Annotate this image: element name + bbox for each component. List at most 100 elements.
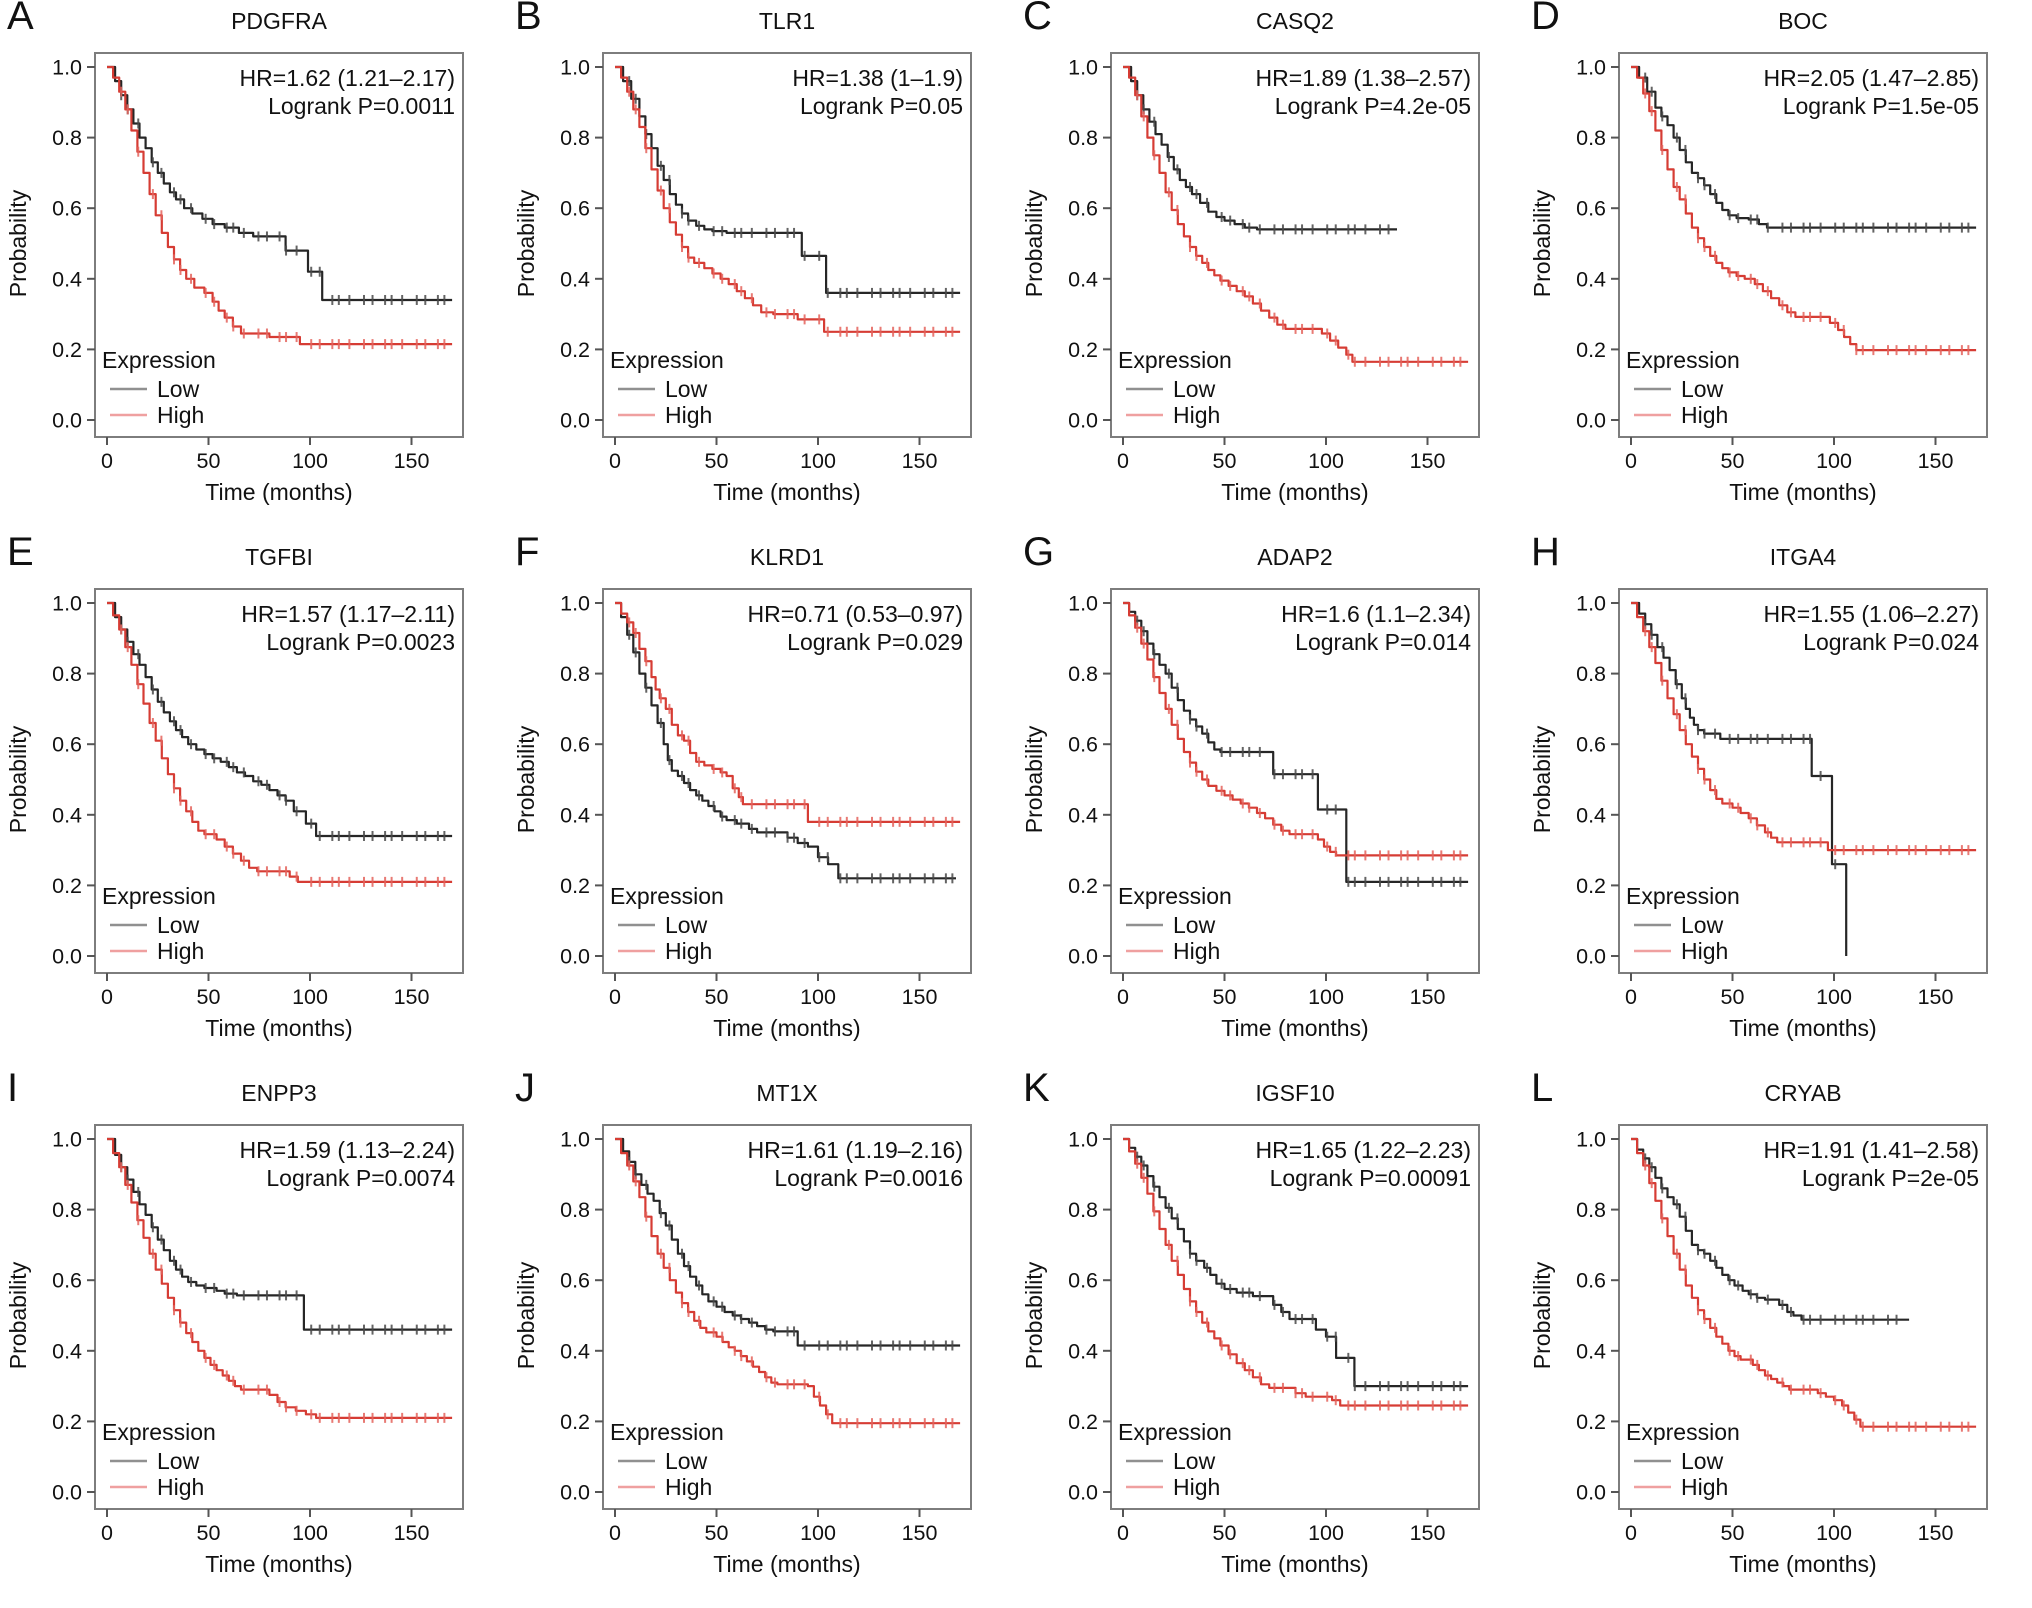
legend-label-low: Low: [1173, 376, 1216, 402]
plot-frame: [94, 1124, 464, 1510]
panel-letter: B: [515, 0, 542, 38]
y-tick-label: 1.0: [52, 56, 82, 80]
km-plot-svg: 0.0 0.2 0.4 0.6 0.8 1.0 0 50 100 150 Probability Ti…: [513, 52, 972, 505]
stats-annotation: HR=1.6 (1.1–2.34) Logrank P=0.014: [1281, 600, 1471, 656]
high-curve: [1123, 601, 1469, 857]
y-axis-title: Probability: [513, 189, 539, 297]
y-tick-label: 0.2: [1576, 1410, 1606, 1434]
x-tick-label: 150: [1918, 985, 1954, 1009]
y-tick-label: 0.2: [560, 874, 590, 898]
y-tick-label: 0.0: [560, 1481, 590, 1505]
gene-title: MT1X: [756, 1080, 818, 1106]
x-tick-label: 150: [394, 1521, 430, 1545]
panel-letter: E: [7, 530, 34, 574]
y-axis-title: Probability: [1021, 189, 1047, 297]
legend-label-high: High: [1173, 402, 1220, 428]
km-panel-igsf10: 0.0 0.2 0.4 0.6 0.8 1.0 0 50 100 150 Probability Ti…: [1016, 1066, 1524, 1608]
legend-label-low: Low: [1681, 1448, 1724, 1474]
x-tick-label: 50: [705, 985, 729, 1009]
x-tick-label: 100: [292, 1521, 328, 1545]
y-tick-label: 0.4: [52, 267, 82, 291]
hr-text: HR=1.55 (1.06–2.27): [1763, 601, 1979, 627]
hr-text: HR=1.59 (1.13–2.24): [239, 1137, 455, 1163]
y-tick-label: 0.4: [1068, 267, 1098, 291]
y-tick-label: 0.6: [52, 1269, 82, 1293]
y-tick-label: 0.6: [1068, 1269, 1098, 1293]
logrank-text: Logrank P=4.2e-05: [1274, 93, 1471, 119]
low-curve: [615, 1137, 961, 1347]
km-plot-svg: 0.0 0.2 0.4 0.6 0.8 1.0 0 50 100 150 Probability Ti…: [1021, 1124, 1480, 1577]
legend-label-high: High: [665, 938, 712, 964]
km-plot-svg: 0.0 0.2 0.4 0.6 0.8 1.0 0 50 100 150 Probability Ti…: [5, 1124, 464, 1577]
legend-title: Expression: [610, 1419, 724, 1445]
y-tick-label: 1.0: [560, 56, 590, 80]
y-tick-label: 1.0: [1068, 56, 1098, 80]
high-curve: [1631, 1137, 1977, 1428]
panel-letter: A: [7, 0, 34, 38]
legend-label-high: High: [1681, 938, 1728, 964]
y-axis-title: Probability: [1529, 1261, 1555, 1369]
legend-title: Expression: [1118, 883, 1232, 909]
x-tick-label: 150: [1918, 1521, 1954, 1545]
x-tick-label: 100: [1816, 985, 1852, 1009]
x-tick-label: 50: [1721, 1521, 1745, 1545]
y-tick-label: 0.6: [1068, 197, 1098, 221]
legend-label-high: High: [665, 402, 712, 428]
x-axis-title: Time (months): [1729, 479, 1876, 505]
panel-letter: I: [7, 1066, 19, 1110]
x-tick-label: 0: [101, 449, 113, 473]
x-tick-label: 0: [1117, 449, 1129, 473]
y-tick-label: 0.4: [560, 1339, 590, 1363]
km-panel-pdgfra: 0.0 0.2 0.4 0.6 0.8 1.0 0 50 100 150 Probability Ti…: [0, 0, 508, 536]
stats-annotation: HR=0.71 (0.53–0.97) Logrank P=0.029: [748, 600, 963, 656]
gene-title: CRYAB: [1764, 1080, 1842, 1106]
y-tick-label: 0.2: [560, 1410, 590, 1434]
x-tick-label: 150: [902, 985, 938, 1009]
x-tick-label: 0: [101, 1521, 113, 1545]
x-tick-label: 0: [1117, 985, 1129, 1009]
y-tick-label: 0.6: [1068, 733, 1098, 757]
x-tick-label: 150: [394, 449, 430, 473]
panel-letter: G: [1023, 530, 1055, 574]
y-tick-label: 0.8: [1576, 1198, 1606, 1222]
x-tick-label: 50: [705, 1521, 729, 1545]
x-tick-label: 0: [609, 449, 621, 473]
x-axis-title: Time (months): [205, 1015, 352, 1041]
y-tick-label: 1.0: [1576, 56, 1606, 80]
x-tick-label: 150: [1410, 1521, 1446, 1545]
x-axis-title: Time (months): [713, 1551, 860, 1577]
x-tick-label: 50: [1213, 1521, 1237, 1545]
km-plot-svg: 0.0 0.2 0.4 0.6 0.8 1.0 0 50 100 150 Probability Ti…: [5, 52, 464, 505]
y-tick-label: 0.4: [1068, 1339, 1098, 1363]
km-panel-mt1x: 0.0 0.2 0.4 0.6 0.8 1.0 0 50 100 150 Probability Ti…: [508, 1066, 1016, 1608]
x-tick-label: 150: [1410, 449, 1446, 473]
plot-frame: [602, 588, 972, 974]
legend-label-high: High: [1173, 1474, 1220, 1500]
legend-label-low: Low: [1173, 1448, 1216, 1474]
hr-text: HR=1.57 (1.17–2.11): [241, 601, 455, 627]
x-tick-label: 100: [1308, 449, 1344, 473]
legend-label-high: High: [157, 938, 204, 964]
y-tick-label: 0.2: [1068, 1410, 1098, 1434]
logrank-text: Logrank P=0.00091: [1269, 1165, 1471, 1191]
km-plot-svg: 0.0 0.2 0.4 0.6 0.8 1.0 0 50 100 150 Probability Ti…: [1529, 52, 1988, 505]
y-tick-label: 0.4: [560, 267, 590, 291]
legend-label-high: High: [665, 1474, 712, 1500]
y-tick-label: 0.6: [52, 197, 82, 221]
x-tick-label: 50: [197, 1521, 221, 1545]
stats-annotation: HR=1.62 (1.21–2.17) Logrank P=0.0011: [240, 64, 455, 120]
high-curve: [615, 1137, 961, 1425]
x-axis-title: Time (months): [713, 479, 860, 505]
panel-letter: F: [515, 530, 540, 574]
plot-frame: [602, 52, 972, 438]
x-tick-label: 0: [1625, 1521, 1637, 1545]
low-curve: [107, 601, 453, 838]
legend-label-low: Low: [157, 376, 200, 402]
logrank-text: Logrank P=0.029: [787, 629, 963, 655]
plot-frame: [1618, 52, 1988, 438]
x-axis-title: Time (months): [1221, 479, 1368, 505]
km-panel-enpp3: 0.0 0.2 0.4 0.6 0.8 1.0 0 50 100 150 Probability Ti…: [0, 1066, 508, 1608]
km-panel-tgfbi: 0.0 0.2 0.4 0.6 0.8 1.0 0 50 100 150 Probability Ti…: [0, 530, 508, 1072]
x-tick-label: 100: [1308, 1521, 1344, 1545]
